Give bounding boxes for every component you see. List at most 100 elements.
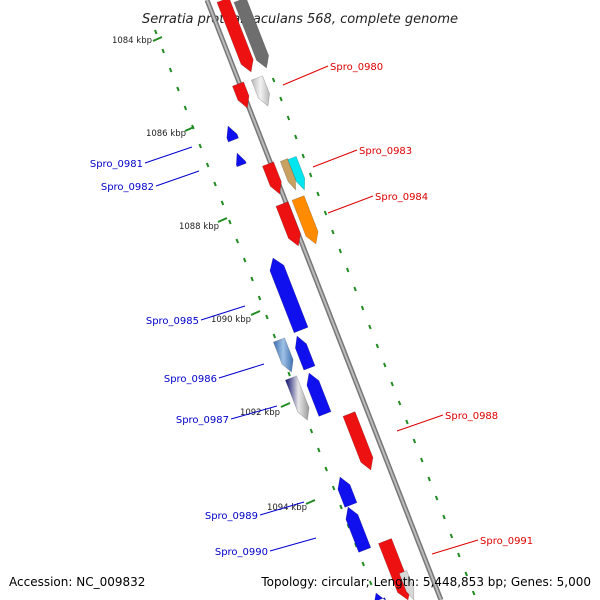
outer-dot <box>213 181 217 187</box>
outer-dot <box>228 219 232 225</box>
gene-label-leader <box>259 501 305 516</box>
outer-dot <box>242 257 247 263</box>
gene-arrow-spro-0989[interactable] <box>337 476 358 508</box>
inner-dot <box>316 191 320 197</box>
gene-features <box>216 0 415 600</box>
gene-arrow-grey[interactable] <box>233 0 269 69</box>
outer-dot <box>309 428 314 434</box>
outer-dot <box>368 580 373 586</box>
inner-dot <box>338 248 343 254</box>
inner-dot <box>471 590 476 596</box>
kbp-tick-label: 1094 kbp <box>267 503 307 513</box>
gene-label[interactable]: Spro_0985 <box>146 316 199 327</box>
gene-arrow-red[interactable] <box>216 0 254 73</box>
outer-dot <box>361 561 365 567</box>
outer-dot <box>346 523 351 529</box>
inner-dot <box>331 229 335 235</box>
kbp-tick-mark <box>152 36 163 42</box>
gene-label[interactable]: Spro_0990 <box>215 547 268 558</box>
outer-dot <box>257 295 262 301</box>
gene-label[interactable]: Spro_0987 <box>176 415 229 426</box>
gene-label-leader <box>155 170 200 187</box>
outer-dot <box>354 542 358 548</box>
gene-arrow-spro-0990[interactable] <box>345 506 372 553</box>
kbp-ticks: 1084 kbp 1086 kbp 1088 kbp 1090 kbp 1092 kbp… <box>112 36 316 513</box>
gene-label-leader <box>269 537 317 552</box>
gene-arrow-blue[interactable] <box>295 335 316 371</box>
gene-label[interactable]: Spro_0984 <box>375 192 428 203</box>
gene-arrow-light[interactable] <box>398 570 415 600</box>
outer-dot <box>265 314 269 320</box>
outer-dot <box>176 86 180 92</box>
gene-label-leader <box>312 149 358 168</box>
gene-label[interactable]: Spro_0982 <box>101 182 154 193</box>
gene-arrow-light-grey[interactable] <box>251 75 270 107</box>
inner-dot <box>383 362 387 368</box>
outer-dot <box>168 67 173 73</box>
gene-arrow-blue-2[interactable] <box>306 372 332 417</box>
kbp-tick-mark <box>280 402 291 408</box>
outer-dot <box>324 466 328 472</box>
gene-label[interactable]: Spro_0988 <box>445 411 498 422</box>
genome-summary-text: Topology: circular; Length: 5,448,853 bp… <box>260 575 591 589</box>
map-title: Serratia proteamaculans 568, complete ge… <box>142 12 458 27</box>
gene-arrow-spro-0981[interactable] <box>226 125 239 143</box>
inner-dot <box>286 115 291 121</box>
gene-arrow-spro-0988[interactable] <box>342 411 374 471</box>
gene-arrow-spro-0986[interactable] <box>273 337 294 373</box>
gene-label-leader <box>431 539 479 555</box>
gene-label-leader <box>282 65 329 86</box>
gene-arrow-spro-0982[interactable] <box>235 152 247 168</box>
gene-label[interactable]: Spro_0980 <box>330 62 383 73</box>
gene-label[interactable]: Spro_0981 <box>90 159 143 170</box>
outer-dot <box>339 504 343 510</box>
gene-label-leader <box>218 363 265 379</box>
inner-dot <box>323 210 328 216</box>
kbp-tick-label: 1092 kbp <box>240 408 280 418</box>
gene-label[interactable]: Spro_0989 <box>205 511 258 522</box>
gene-arrow-tan[interactable] <box>279 158 297 191</box>
outer-dot <box>183 105 188 111</box>
gene-label-leader <box>396 414 444 432</box>
inner-dot <box>345 267 350 273</box>
outer-dotted-track <box>154 29 379 600</box>
inner-dot <box>279 96 283 102</box>
inner-dot <box>294 134 298 140</box>
gene-arrow-spro-0984[interactable] <box>275 201 301 247</box>
outer-dot <box>198 143 202 149</box>
inner-dot <box>434 495 439 501</box>
outer-dot <box>235 238 240 244</box>
inner-dot <box>405 419 409 425</box>
gene-label[interactable]: Spro_0983 <box>359 146 412 157</box>
gene-arrow-spro-0983[interactable] <box>262 161 282 195</box>
inner-dot <box>427 476 431 482</box>
outer-dot <box>154 29 158 35</box>
inner-dot <box>457 552 461 558</box>
kbp-tick-mark <box>305 499 316 505</box>
gene-arrow-orange[interactable] <box>291 195 319 245</box>
gene-arrow-blue-bottom[interactable] <box>373 592 387 600</box>
outer-dot <box>205 162 210 168</box>
inner-dot <box>397 400 402 406</box>
gene-label-leader <box>230 405 278 420</box>
inner-dot <box>360 305 365 311</box>
outer-dot <box>287 371 291 377</box>
gene-arrow-spro-0987[interactable] <box>285 375 310 421</box>
gene-arrow-cyan[interactable] <box>287 155 306 191</box>
outer-dot <box>331 485 336 491</box>
outer-dot <box>250 276 254 282</box>
inner-dot <box>368 324 372 330</box>
outer-dot <box>272 333 277 339</box>
inner-dot <box>308 172 313 178</box>
gene-label-leader <box>144 146 193 164</box>
gene-label[interactable]: Spro_0991 <box>480 536 533 547</box>
gene-arrow-spro-0980[interactable] <box>232 81 250 109</box>
gene-label[interactable]: Spro_0986 <box>164 374 217 385</box>
inner-dot <box>412 438 417 444</box>
inner-dot <box>353 286 357 292</box>
inner-dot <box>449 533 454 539</box>
kbp-tick-label: 1088 kbp <box>179 222 219 232</box>
gene-arrow-spro-0985[interactable] <box>269 257 309 334</box>
gene-label-leader <box>327 195 374 214</box>
